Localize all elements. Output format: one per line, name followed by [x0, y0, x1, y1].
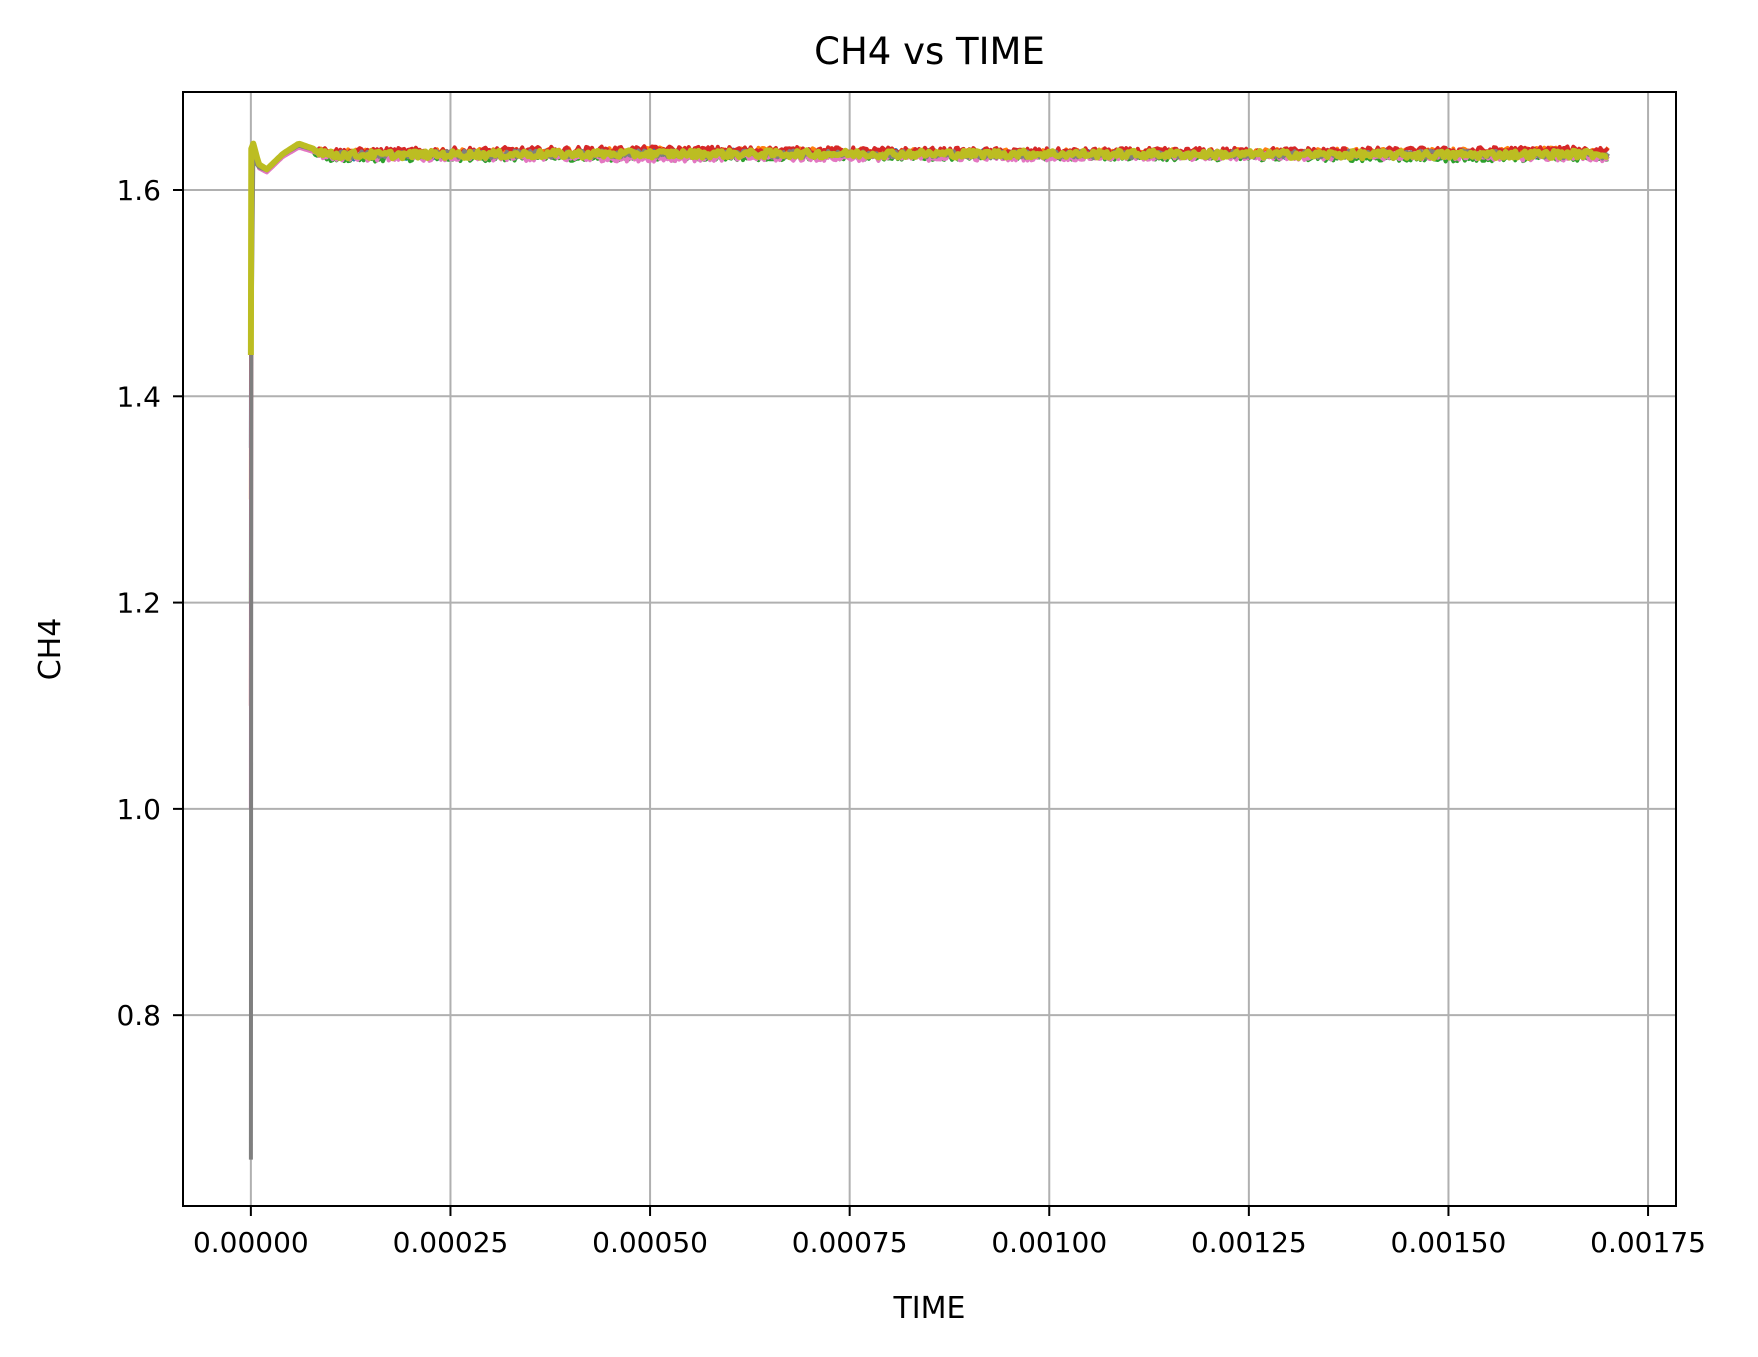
x-tick-label: 0.00125	[1191, 1226, 1307, 1259]
x-tick-label: 0.00175	[1590, 1226, 1706, 1259]
y-tick-label: 1.2	[116, 587, 161, 620]
y-tick-label: 1.6	[116, 174, 161, 207]
x-axis-label: TIME	[892, 1291, 965, 1326]
y-tick-label: 1.4	[116, 380, 161, 413]
x-tick-label: 0.00100	[991, 1226, 1107, 1259]
x-tick-label: 0.00025	[393, 1226, 509, 1259]
y-tick-label: 0.8	[116, 999, 161, 1032]
series-layer	[247, 140, 1610, 1160]
x-tick-label: 0.00150	[1391, 1226, 1507, 1259]
x-axis-ticks: 0.00000 0.00025 0.00050 0.00075 0.00100 0.001…	[193, 1206, 1706, 1259]
chart-title: CH4 vs TIME	[814, 30, 1045, 73]
y-tick-label: 1.0	[116, 793, 161, 826]
x-tick-label: 0.00050	[592, 1226, 708, 1259]
x-tick-label: 0.00000	[193, 1226, 309, 1259]
grid	[183, 92, 1676, 1206]
x-tick-label: 0.00075	[792, 1226, 908, 1259]
y-axis-label: CH4	[33, 618, 68, 681]
plot-frame	[182, 91, 1677, 1207]
series-line	[247, 140, 1610, 356]
y-axis-ticks: 0.8 1.0 1.2 1.4 1.6	[116, 174, 183, 1032]
